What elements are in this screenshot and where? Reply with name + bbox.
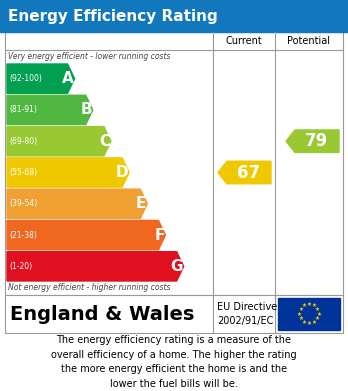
Text: ★: ★ [298, 316, 303, 321]
Polygon shape [218, 161, 271, 184]
Text: A: A [62, 71, 73, 86]
Bar [5, 295, 343, 333]
Text: D: D [116, 165, 128, 180]
Bar [0, 0, 348, 32]
Text: The energy efficiency rating is a measure of the
overall efficiency of a home. T: The energy efficiency rating is a measur… [51, 335, 297, 389]
Polygon shape [286, 130, 339, 152]
Text: E: E [136, 196, 146, 211]
Text: (21-38): (21-38) [9, 231, 37, 240]
Text: Potential: Potential [287, 36, 331, 46]
Text: ★: ★ [302, 303, 307, 308]
Text: ★: ★ [316, 312, 321, 316]
Text: (81-91): (81-91) [9, 106, 37, 115]
Text: EU Directive
2002/91/EC: EU Directive 2002/91/EC [217, 302, 277, 326]
Bar [5, 32, 343, 295]
Text: (39-54): (39-54) [9, 199, 37, 208]
Text: ★: ★ [311, 303, 316, 308]
Polygon shape [7, 64, 74, 93]
Text: Energy Efficiency Rating: Energy Efficiency Rating [8, 9, 218, 23]
Polygon shape [7, 127, 111, 156]
Text: 67: 67 [237, 163, 261, 181]
Text: (69-80): (69-80) [9, 137, 37, 146]
Text: Not energy efficient - higher running costs: Not energy efficient - higher running co… [8, 283, 171, 292]
Text: 79: 79 [306, 132, 329, 150]
Text: (55-68): (55-68) [9, 168, 37, 177]
Text: (1-20): (1-20) [9, 262, 32, 271]
Text: (92-100): (92-100) [9, 74, 42, 83]
Text: F: F [154, 228, 165, 242]
Text: ★: ★ [298, 307, 303, 312]
Text: ★: ★ [307, 321, 311, 326]
Text: ★: ★ [315, 307, 320, 312]
Text: G: G [170, 259, 183, 274]
Text: ★: ★ [315, 316, 320, 321]
Polygon shape [7, 252, 184, 281]
Text: B: B [80, 102, 92, 117]
Text: ★: ★ [307, 302, 311, 307]
Text: Very energy efficient - lower running costs: Very energy efficient - lower running co… [8, 52, 171, 61]
Text: Current: Current [226, 36, 262, 46]
Polygon shape [7, 189, 147, 219]
Polygon shape [7, 158, 129, 187]
Polygon shape [7, 221, 166, 250]
Bar [278, 298, 340, 330]
Text: England & Wales: England & Wales [10, 305, 195, 323]
Text: C: C [99, 134, 110, 149]
Text: ★: ★ [302, 320, 307, 325]
Text: ★: ★ [297, 312, 302, 316]
Polygon shape [7, 95, 93, 125]
Text: ★: ★ [311, 320, 316, 325]
